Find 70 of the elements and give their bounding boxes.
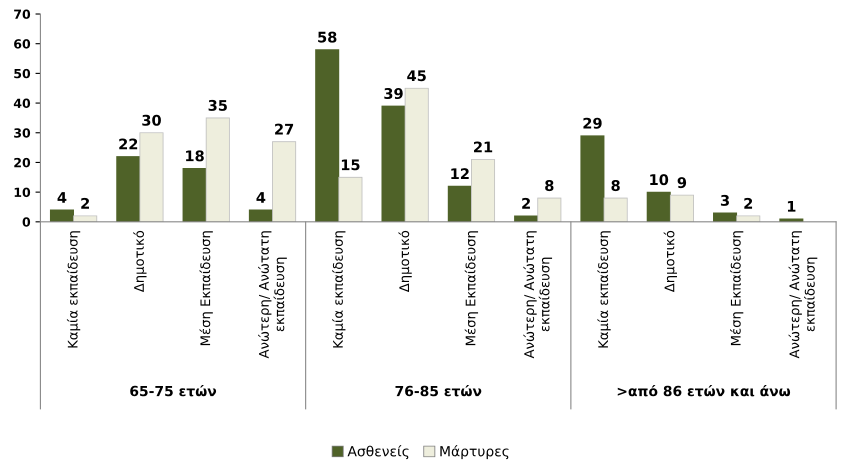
data-label: 39 [384, 88, 403, 100]
text: 65-75 ετών [130, 384, 216, 396]
y-tick-label: 70 [14, 9, 30, 19]
data-label: 1 [788, 201, 796, 212]
x-tick-label: Μέση Εκπαίδευση [464, 231, 478, 346]
data-label: 21 [474, 141, 492, 152]
data-label: 22 [119, 138, 138, 150]
data-label: 29 [583, 118, 602, 129]
x-tick-label: Ανώτερη/ Ανώτατη εκπαίδευση [788, 231, 818, 358]
data-label: 58 [318, 32, 336, 43]
data-label: 10 [650, 174, 668, 186]
data-label: 2 [522, 198, 530, 209]
y-tick-label: 40 [14, 98, 30, 108]
data-label: 3 [720, 194, 729, 206]
y-tick-label: 0 [22, 217, 30, 227]
bar [470, 159, 496, 222]
bar [448, 186, 472, 222]
data-label: 4 [58, 192, 66, 203]
bar [713, 212, 738, 222]
y-tick-label: 50 [14, 68, 30, 78]
data-label: 8 [611, 180, 620, 192]
bar [182, 168, 207, 222]
bar [646, 192, 671, 222]
bar [248, 210, 273, 222]
y-tick-label: 30 [14, 128, 30, 138]
text: >από 86 ετών και άνω [618, 384, 790, 396]
bar [73, 215, 98, 222]
bar [139, 132, 164, 222]
x-tick-label: Δημοτικό [398, 230, 412, 292]
x-tick-label: Καμία εκπαίδευση [597, 231, 611, 348]
bar [514, 215, 538, 222]
bar [272, 141, 296, 222]
x-tick-label: Ανώτερη/ Ανώτατη εκπαίδευση [258, 231, 287, 358]
data-label: 2 [744, 198, 752, 209]
x-tick-label: Καμία εκπαίδευση [332, 231, 346, 348]
x-tick-label: Καμία εκπαίδευση [66, 231, 80, 348]
data-label: 9 [678, 177, 686, 188]
data-label: 12 [451, 168, 469, 179]
data-label: 2 [81, 198, 89, 209]
x-tick-label: Ανώτερη/ Ανώτατη εκπαίδευση [523, 231, 552, 358]
data-label: 35 [208, 100, 227, 111]
legend-label: Ασθενείς [348, 445, 408, 460]
x-tick-label: Δημοτικό [133, 230, 147, 292]
bar [50, 210, 74, 222]
bar [381, 106, 406, 222]
legend-label: Μάρτυρες [440, 445, 508, 460]
data-label: 4 [256, 192, 266, 203]
data-label: 15 [342, 159, 360, 170]
bar [315, 49, 340, 222]
bar [338, 176, 362, 222]
bar [604, 198, 628, 222]
y-tick-label: 60 [14, 39, 30, 49]
bar [206, 118, 230, 222]
data-label: 8 [545, 180, 554, 192]
x-tick-label: Μέση Εκπαίδευση [730, 231, 744, 346]
y-tick-label: 10 [14, 188, 30, 198]
text: 76-85 ετών [396, 384, 482, 396]
y-tick-label: 20 [14, 158, 30, 168]
data-label: 27 [275, 124, 294, 134]
data-label: 45 [407, 70, 426, 82]
x-tick-label: Δημοτικό [664, 230, 677, 292]
bar [116, 156, 140, 222]
bar [404, 88, 429, 222]
bar [670, 194, 694, 222]
bar [537, 198, 562, 222]
data-label: 30 [142, 114, 161, 126]
bar [580, 135, 604, 222]
data-label: 18 [186, 150, 204, 162]
x-tick-label: Μέση Εκπαίδευση [200, 231, 213, 346]
bar [736, 215, 760, 222]
